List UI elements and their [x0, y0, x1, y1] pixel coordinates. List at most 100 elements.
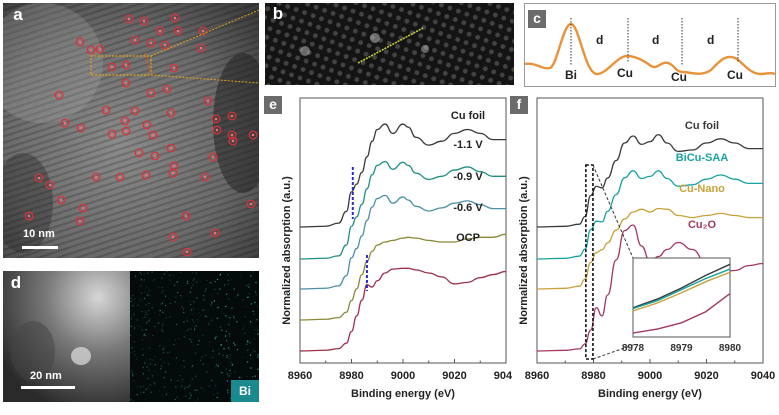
eds-bi-signal: [191, 309, 192, 310]
series-label: BiCu-SAA: [676, 152, 729, 164]
bi-atom-marker-dot: [216, 129, 219, 132]
eds-bi-signal: [183, 360, 184, 361]
eds-bi-signal: [216, 363, 217, 364]
eds-bi-signal: [142, 336, 143, 337]
eds-bi-signal: [168, 363, 169, 364]
eds-bi-signal: [254, 351, 255, 352]
series-label: OCP: [456, 232, 480, 244]
eds-bi-signal: [133, 316, 134, 317]
eds-bi-signal: [227, 357, 228, 358]
eds-bi-signal: [170, 303, 171, 304]
eds-bi-signal: [145, 335, 146, 336]
eds-bi-signal: [134, 328, 135, 329]
eds-bi-signal: [202, 357, 203, 358]
bi-atom-marker-dot: [150, 92, 153, 95]
series-line-cu-foil: [537, 135, 763, 227]
eds-bi-signal: [187, 330, 188, 331]
eds-bi-signal: [162, 291, 163, 292]
eds-bi-signal: [204, 299, 205, 300]
eds-bi-signal: [250, 367, 251, 368]
eds-bi-signal: [208, 324, 209, 325]
eds-bi-signal: [220, 327, 221, 328]
eds-bi-signal: [142, 348, 143, 349]
eds-bi-signal: [176, 357, 177, 358]
bi-atom-marker-dot: [79, 41, 82, 44]
eds-bi-signal: [193, 310, 194, 311]
eds-bi-signal: [253, 311, 254, 312]
eds-bi-signal: [257, 329, 258, 330]
bi-atom-marker-dot: [150, 42, 153, 45]
eds-bi-signal: [227, 392, 228, 393]
eds-bi-signal: [250, 321, 251, 322]
eds-bi-signal: [152, 307, 153, 308]
bi-atom-marker-dot: [170, 147, 173, 150]
eds-bi-signal: [130, 326, 131, 327]
eds-bi-signal: [159, 345, 160, 346]
eds-bi-signal: [144, 292, 145, 293]
eds-bi-signal: [198, 398, 199, 399]
eds-bi-signal: [196, 273, 197, 274]
peak-label-bi: Bi: [565, 68, 577, 82]
eds-bi-signal: [239, 377, 240, 378]
eds-bi-signal: [256, 294, 257, 295]
eds-bi-signal: [189, 384, 190, 385]
eds-bi-signal: [228, 280, 229, 281]
eds-bi-signal: [152, 375, 153, 376]
eds-bi-signal: [225, 315, 226, 316]
eds-bi-signal: [195, 354, 196, 355]
eds-bi-signal: [216, 364, 217, 365]
eds-bi-signal: [141, 279, 142, 280]
bi-atom-marker-dot: [207, 100, 210, 103]
eds-bi-signal: [159, 315, 160, 316]
eds-bi-signal: [194, 301, 195, 302]
eds-bi-signal: [188, 283, 189, 284]
eds-bi-signal: [146, 286, 147, 287]
eds-bi-signal: [225, 306, 226, 307]
series-label: Cu-Nano: [679, 183, 725, 195]
eds-bi-signal: [180, 272, 181, 273]
eds-bi-signal: [226, 294, 227, 295]
bi-atom-marker-dot: [49, 184, 52, 187]
x-tick-label: 8960: [288, 370, 312, 382]
eds-bi-signal: [183, 312, 184, 313]
eds-bi-signal: [193, 308, 194, 309]
x-tick-label: 9040: [751, 370, 775, 382]
eds-bi-signal: [144, 310, 145, 311]
eds-bi-signal: [142, 354, 143, 355]
bi-atom-marker-dot: [174, 17, 177, 20]
eds-bi-signal: [147, 378, 148, 379]
eds-bi-signal: [151, 392, 152, 393]
element-tag-bi: Bi: [231, 380, 259, 402]
eds-bi-signal: [240, 275, 241, 276]
peak-label-cu-3: Cu: [727, 68, 743, 82]
bi-atom-marker-dot: [204, 176, 207, 179]
panel-d-bi-eds-map: Bi: [130, 271, 259, 402]
eds-bi-signal: [206, 316, 207, 317]
eds-bi-signal: [171, 380, 172, 381]
eds-bi-signal: [211, 320, 212, 321]
eds-bi-signal: [228, 284, 229, 285]
eds-bi-signal: [133, 313, 134, 314]
eds-bi-signal: [201, 388, 202, 389]
eds-bi-signal: [248, 296, 249, 297]
eds-bi-signal: [223, 348, 224, 349]
eds-bi-signal: [234, 288, 235, 289]
bi-atom-marker-dot: [146, 124, 149, 127]
eds-bi-signal: [192, 378, 193, 379]
eds-bi-signal: [218, 364, 219, 365]
eds-bi-signal: [137, 319, 138, 320]
eds-bi-signal: [217, 279, 218, 280]
eds-bi-signal: [175, 399, 176, 400]
bi-atom-marker-dot: [125, 82, 128, 85]
peak-label-cu-2: Cu: [671, 70, 687, 84]
eds-bi-signal: [193, 285, 194, 286]
eds-bi-signal: [175, 301, 176, 302]
inset-x-tick-label: 8979: [670, 343, 693, 354]
eds-bi-signal: [190, 304, 191, 305]
eds-bi-signal: [197, 344, 198, 345]
eds-bi-signal: [178, 338, 179, 339]
scale-bar-d: [21, 386, 75, 389]
eds-bi-signal: [215, 385, 216, 386]
eds-bi-signal: [149, 318, 150, 319]
